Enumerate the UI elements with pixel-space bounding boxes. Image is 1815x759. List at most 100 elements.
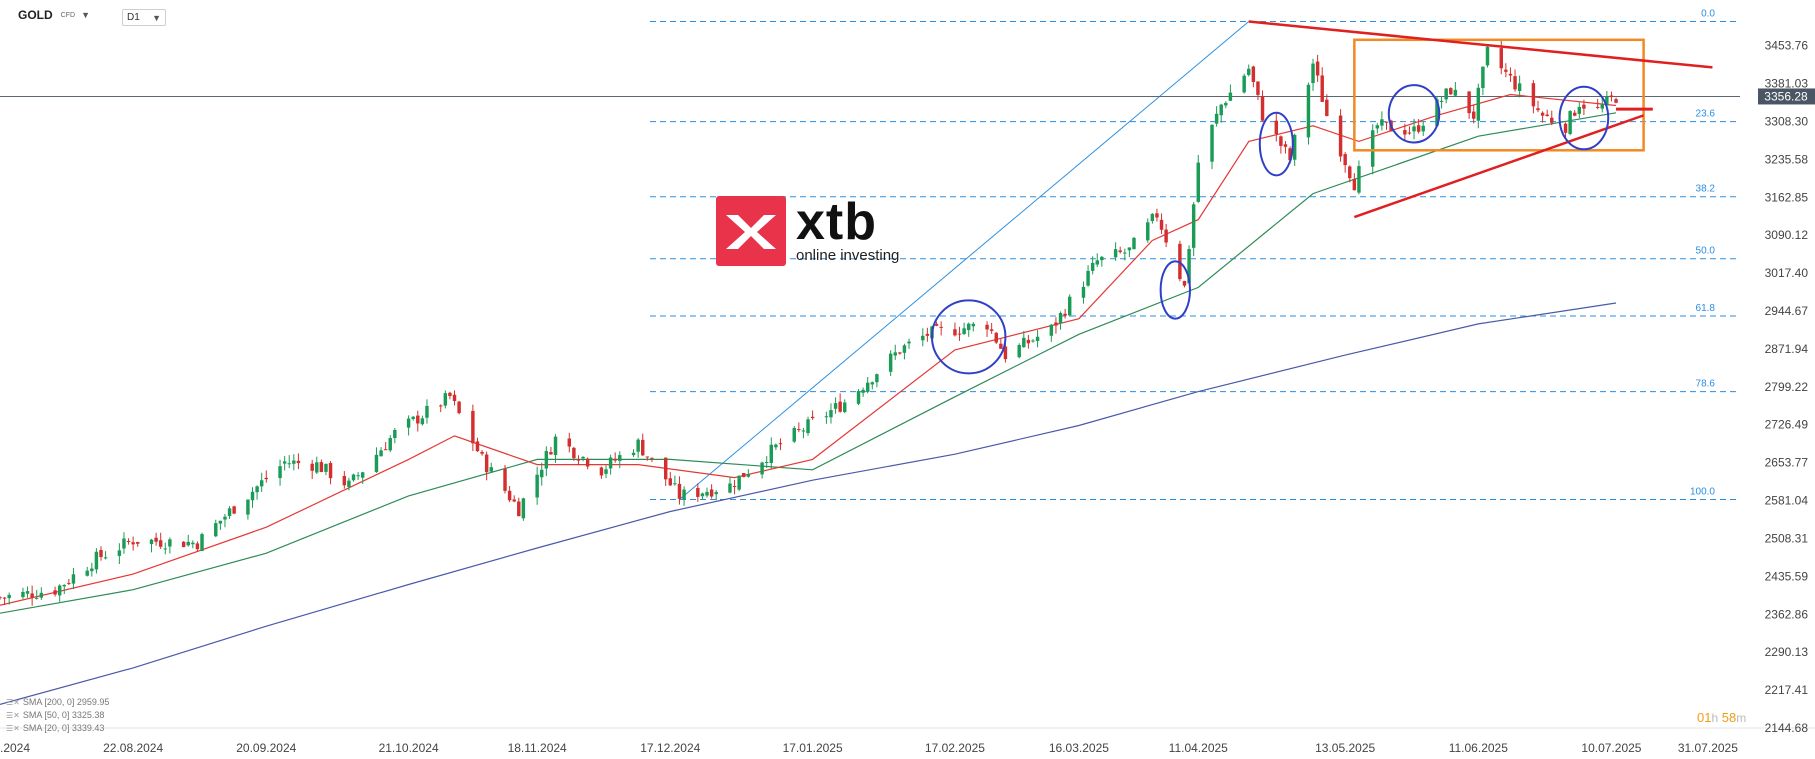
candle-body [1439, 100, 1444, 102]
candle-body [1563, 123, 1568, 133]
candle-body [856, 391, 861, 404]
candle-timer: 01h 58m [1697, 710, 1747, 725]
candle-body [682, 489, 686, 500]
y-tick-label: 3090.12 [1765, 228, 1809, 242]
candle-body [2, 597, 7, 599]
highlight-circle [1387, 84, 1441, 144]
candle-body [769, 444, 774, 464]
candle-body [227, 508, 232, 516]
x-tick-label: 17.02.2025 [925, 741, 985, 755]
candle-body [618, 455, 622, 461]
candle-body [324, 463, 328, 472]
candle-body [158, 540, 163, 547]
candle-body [25, 591, 30, 594]
candle-body [746, 474, 751, 477]
legend-item[interactable]: ☰✕ SMA [20, 0] 3339.43 [6, 723, 105, 733]
candle-body [425, 405, 429, 418]
fib-level-label: 78.6 [1696, 379, 1716, 390]
candle-body [1595, 106, 1600, 108]
candle-body [971, 323, 976, 327]
timeframe-value: D1 [127, 12, 140, 23]
candle-body [1352, 178, 1357, 191]
candle-body [604, 469, 608, 474]
candle-body [989, 329, 994, 331]
y-tick-label: 2435.59 [1765, 569, 1809, 583]
candle-body [232, 506, 236, 514]
candle-body [1049, 324, 1054, 336]
candle-body [448, 392, 452, 397]
candle-body [957, 333, 962, 335]
y-tick-label: 2362.86 [1765, 607, 1809, 621]
symbol-selector[interactable]: GOLD CFD ▼ [18, 8, 90, 22]
candle-body [1283, 144, 1288, 147]
candle-body [636, 439, 640, 452]
candle-body [1605, 96, 1609, 106]
candle-body [833, 403, 838, 409]
candle-body [663, 457, 668, 480]
candle-body [1536, 108, 1540, 111]
candle-body [673, 483, 677, 485]
candle-body [650, 457, 654, 459]
y-tick-label: 3381.03 [1765, 77, 1809, 91]
candle-body [1320, 75, 1324, 102]
candle-body [1435, 99, 1439, 126]
candle-body [1081, 286, 1086, 298]
fib-level-label: 38.2 [1696, 184, 1716, 195]
candle-body [861, 389, 865, 393]
x-tick-label: 20.09.2024 [236, 741, 296, 755]
candle-body [136, 541, 140, 544]
fib-level-label: 50.0 [1696, 246, 1716, 257]
candle-body [1113, 249, 1118, 258]
candle-body [893, 352, 897, 356]
sma-20-line [0, 93, 1617, 606]
candle-body [939, 326, 943, 328]
candle-body [1123, 252, 1127, 254]
y-tick-label: 3453.76 [1765, 39, 1809, 53]
candle-body [888, 353, 893, 372]
candle-body [631, 452, 636, 456]
candle-body [1210, 124, 1214, 162]
y-tick-label: 3235.58 [1765, 152, 1809, 166]
chevron-down-icon[interactable]: ▼ [81, 10, 90, 20]
indicator-legend: ☰✕ SMA [200, 0] 2959.95 ☰✕ SMA [50, 0] 332… [6, 696, 109, 735]
x-tick-label: 24.07.2024 [0, 741, 30, 755]
candle-body [1003, 346, 1008, 360]
candle-body [186, 541, 190, 546]
candle-body [829, 410, 833, 418]
timeframe-select[interactable]: D1 ▼ [122, 9, 166, 26]
candle-body [677, 483, 682, 499]
candle-body [374, 454, 379, 473]
candle-body [388, 438, 392, 451]
candle-body [585, 458, 590, 467]
candle-body [99, 550, 103, 558]
candle-body [902, 345, 907, 353]
sma-200-line [0, 302, 1617, 705]
y-tick-label: 3162.85 [1765, 190, 1809, 204]
legend-item[interactable]: ☰✕ SMA [200, 0] 2959.95 [6, 697, 110, 707]
candle-body [737, 475, 741, 490]
candle-body [1214, 113, 1219, 124]
candle-body [1150, 213, 1155, 221]
candle-body [797, 429, 801, 431]
y-tick-label: 2290.13 [1765, 645, 1809, 659]
candle-body [1031, 340, 1035, 342]
candle-body [39, 592, 44, 598]
candle-body [1444, 88, 1448, 100]
candle-body [714, 492, 718, 495]
candle-body [503, 468, 507, 491]
candle-body [1067, 296, 1072, 316]
candle-body [200, 534, 204, 552]
candle-body [540, 469, 544, 478]
candle-body [1357, 166, 1361, 193]
candle-body [163, 548, 167, 550]
candle-body [1054, 322, 1058, 326]
candle-body [1095, 260, 1099, 265]
legend-item[interactable]: ☰✕ SMA [50, 0] 3325.38 [6, 710, 105, 720]
candle-body [452, 394, 457, 402]
fib-level-label: 61.8 [1696, 303, 1716, 314]
candle-body [1573, 112, 1577, 116]
list-icon: ☰✕ [6, 711, 20, 720]
candle-body [1338, 115, 1343, 157]
candle-body [1159, 219, 1164, 230]
